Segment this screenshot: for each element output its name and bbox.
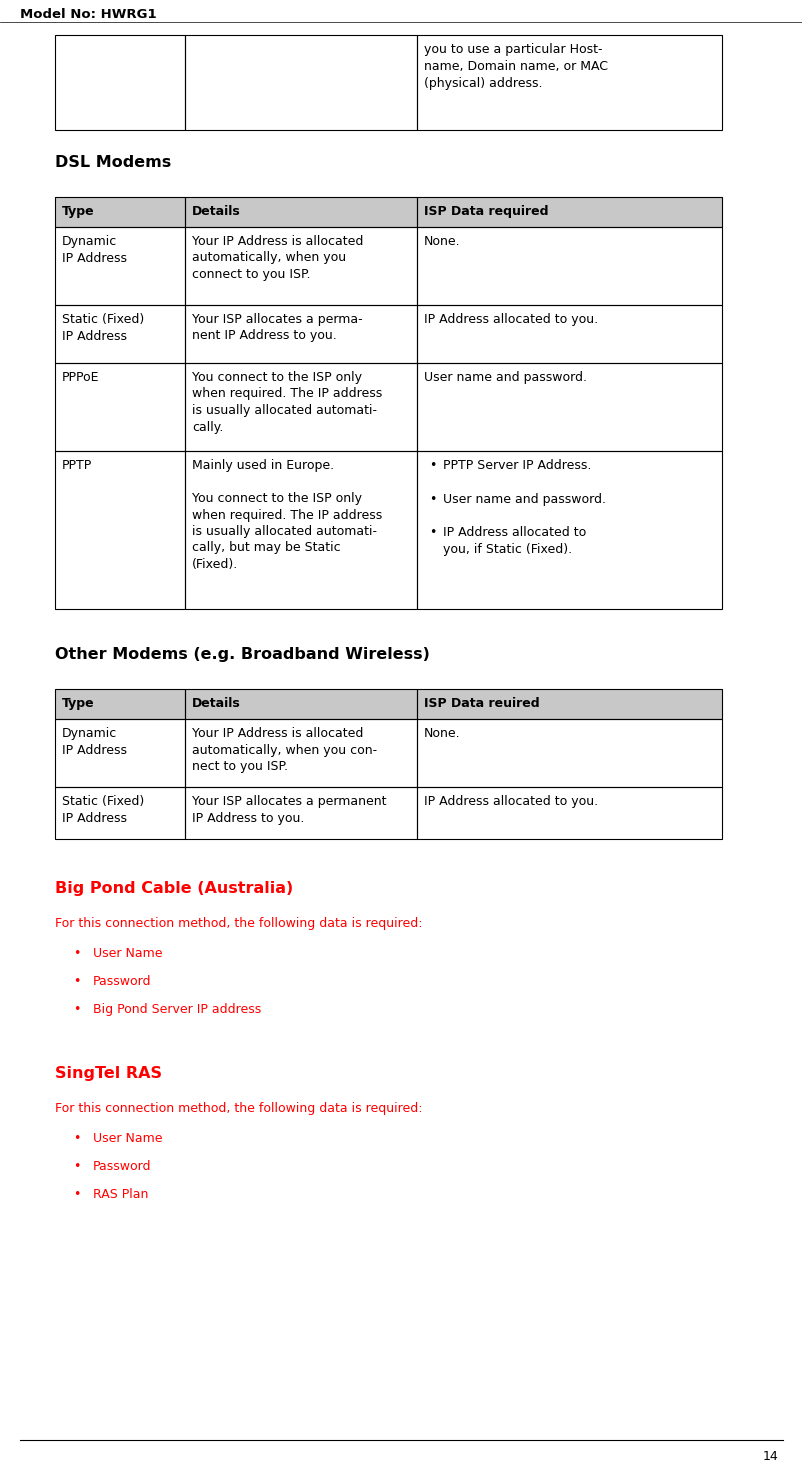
Bar	[55, 228, 184, 305]
Text: IP Address allocated to you.: IP Address allocated to you.	[423, 313, 597, 326]
Text: •: •	[73, 1003, 80, 1016]
Text: Password: Password	[93, 975, 152, 988]
Bar	[184, 197, 416, 228]
Bar	[184, 688, 416, 719]
Bar	[184, 197, 416, 228]
Bar	[416, 688, 721, 719]
Text: Your IP Address is allocated
automatically, when you
connect to you ISP.: Your IP Address is allocated automatical…	[192, 235, 363, 280]
Text: Static (Fixed)
IP Address: Static (Fixed) IP Address	[62, 313, 144, 342]
Text: •: •	[73, 1160, 80, 1173]
Text: Type: Type	[62, 697, 95, 711]
Text: IP Address allocated to you.: IP Address allocated to you.	[423, 796, 597, 807]
Bar	[55, 35, 184, 131]
Bar	[184, 363, 416, 451]
Bar	[55, 197, 184, 228]
Text: Big Pond Server IP address: Big Pond Server IP address	[93, 1003, 261, 1016]
Text: You connect to the ISP only
when required. The IP address
is usually allocated a: You connect to the ISP only when require…	[192, 371, 382, 433]
Bar	[55, 787, 184, 840]
Text: PPPoE: PPPoE	[62, 371, 99, 385]
Text: IP Address allocated to
you, if Static (Fixed).: IP Address allocated to you, if Static (…	[443, 526, 585, 555]
Bar	[55, 197, 184, 228]
Text: 14: 14	[761, 1450, 777, 1464]
Bar	[416, 787, 721, 840]
Bar	[184, 305, 416, 363]
Text: None.: None.	[423, 235, 460, 248]
Text: ISP Data requ​ired: ISP Data requ​ired	[423, 206, 548, 219]
Bar	[55, 719, 184, 787]
Text: DSL Modems: DSL Modems	[55, 156, 171, 170]
Bar	[416, 197, 721, 228]
Bar	[184, 451, 416, 609]
Text: Static (Fixed)
IP Address: Static (Fixed) IP Address	[62, 796, 144, 825]
Text: PPTP Server IP Address.: PPTP Server IP Address.	[443, 459, 590, 473]
Text: User name and password.: User name and password.	[423, 371, 586, 385]
Bar	[184, 35, 416, 131]
Text: For this connection method, the following data is required:: For this connection method, the followin…	[55, 1102, 422, 1116]
Text: you to use a particular Host-
name, Domain name, or MAC
(physical) address.: you to use a particular Host- name, Doma…	[423, 43, 607, 90]
Text: Password: Password	[93, 1160, 152, 1173]
Text: Type: Type	[62, 206, 95, 219]
Text: User name and password.: User name and password.	[443, 493, 606, 505]
Text: User Name: User Name	[93, 1132, 162, 1145]
Bar	[184, 688, 416, 719]
Bar	[55, 451, 184, 609]
Text: For this connection method, the following data is required:: For this connection method, the followin…	[55, 918, 422, 931]
Bar	[184, 787, 416, 840]
Bar	[416, 451, 721, 609]
Text: Other Modems (e.g. Broadband Wireless): Other Modems (e.g. Broadband Wireless)	[55, 647, 429, 662]
Bar	[55, 688, 184, 719]
Text: ISP Data re​uired: ISP Data re​uired	[423, 697, 539, 711]
Bar	[55, 305, 184, 363]
Bar	[416, 228, 721, 305]
Text: Mainly used in Europe.

You connect to the ISP only
when required. The IP addres: Mainly used in Europe. You connect to th…	[192, 459, 382, 571]
Text: SingTel RAS: SingTel RAS	[55, 1066, 162, 1080]
Text: •: •	[428, 493, 435, 505]
Text: PPTP: PPTP	[62, 459, 92, 473]
Text: Dynamic
IP Address: Dynamic IP Address	[62, 235, 127, 264]
Bar	[184, 719, 416, 787]
Bar	[416, 305, 721, 363]
Bar	[416, 719, 721, 787]
Text: Big Pond Cable (Australia): Big Pond Cable (Australia)	[55, 881, 293, 895]
Text: •: •	[73, 1132, 80, 1145]
Text: Model No: HWRG1: Model No: HWRG1	[20, 7, 156, 21]
Text: Your ISP allocates a perma-
nent IP Address to you.: Your ISP allocates a perma- nent IP Addr…	[192, 313, 363, 342]
Bar	[416, 688, 721, 719]
Text: Details: Details	[192, 206, 241, 219]
Text: RAS Plan: RAS Plan	[93, 1188, 148, 1201]
Text: •: •	[428, 459, 435, 473]
Text: None.: None.	[423, 727, 460, 740]
Text: User Name: User Name	[93, 947, 162, 960]
Bar	[416, 197, 721, 228]
Text: •: •	[73, 1188, 80, 1201]
Text: Dynamic
IP Address: Dynamic IP Address	[62, 727, 127, 756]
Bar	[55, 363, 184, 451]
Text: Details: Details	[192, 697, 241, 711]
Text: Your ISP allocates a permanent
IP Address to you.: Your ISP allocates a permanent IP Addres…	[192, 796, 386, 825]
Text: •: •	[73, 947, 80, 960]
Text: •: •	[73, 975, 80, 988]
Bar	[416, 363, 721, 451]
Bar	[55, 688, 184, 719]
Text: Your IP Address is allocated
automatically, when you con-
nect to you ISP.: Your IP Address is allocated automatical…	[192, 727, 377, 774]
Bar	[184, 228, 416, 305]
Bar	[416, 35, 721, 131]
Text: •: •	[428, 526, 435, 539]
